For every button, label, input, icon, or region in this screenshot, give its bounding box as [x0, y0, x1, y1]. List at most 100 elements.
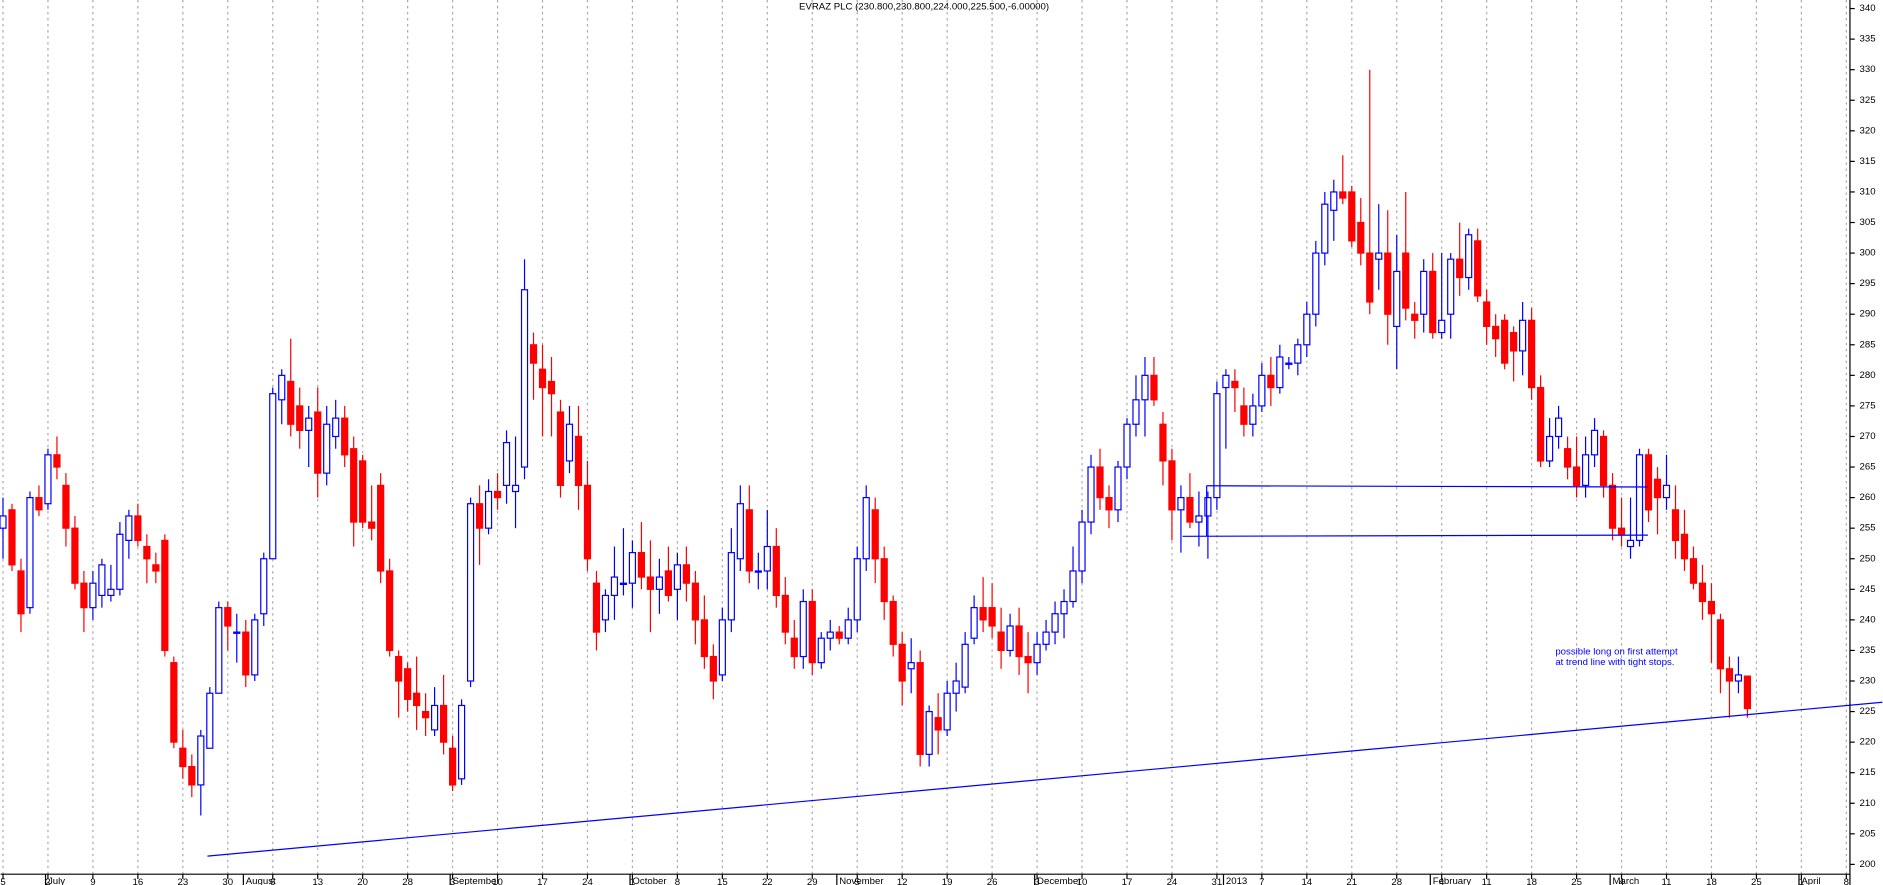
- candle-body: [1375, 252, 1383, 260]
- candle-body: [107, 588, 115, 597]
- candle-body: [1725, 668, 1734, 682]
- candle-body: [880, 558, 888, 603]
- candle-body: [538, 368, 547, 389]
- candle-body: [1528, 319, 1536, 389]
- y-tick-label: 285: [1860, 339, 1876, 350]
- y-tick-label: 340: [1860, 3, 1876, 14]
- candle-body: [439, 704, 448, 743]
- month-label: 2013: [1226, 876, 1247, 885]
- x-tick-label: 24: [1167, 877, 1178, 885]
- candle-body: [493, 490, 502, 499]
- x-tick-label: 15: [717, 877, 728, 885]
- candle-body: [583, 484, 592, 560]
- resistance-line: [1206, 485, 1648, 488]
- candle-body: [1069, 570, 1077, 603]
- candle-body: [664, 570, 673, 597]
- x-tick-label: 4: [1619, 877, 1625, 885]
- y-tick-label: 215: [1860, 767, 1876, 778]
- candle-body: [727, 552, 735, 621]
- x-tick-label: 12: [897, 877, 908, 885]
- candle-body: [1554, 417, 1563, 438]
- y-tick-label: 325: [1860, 95, 1876, 106]
- candle-body: [1402, 252, 1410, 309]
- candle-body: [116, 533, 124, 590]
- candle-body: [475, 503, 484, 529]
- x-tick-label: 6: [270, 877, 275, 885]
- candle-body: [907, 662, 915, 670]
- candle-body: [1599, 435, 1608, 486]
- x-tick-label: 11: [1482, 877, 1492, 885]
- candle-body: [98, 564, 106, 597]
- candle-body: [0, 515, 7, 529]
- candle-body: [233, 631, 241, 634]
- y-tick-label: 320: [1860, 125, 1876, 136]
- candle-body: [556, 411, 565, 486]
- candle-body: [1222, 374, 1230, 389]
- candle-body: [448, 747, 457, 786]
- candle-body: [1519, 319, 1527, 352]
- candle-body: [1680, 533, 1689, 560]
- candle-body: [655, 576, 664, 590]
- y-tick-label: 240: [1860, 614, 1876, 625]
- candle-body: [790, 637, 798, 658]
- candle-body: [925, 710, 933, 755]
- x-tick-label: 23: [177, 877, 188, 885]
- candle-body: [844, 619, 852, 639]
- x-tick-label: 18: [1706, 877, 1717, 885]
- candle-body: [511, 484, 520, 493]
- candle-body: [341, 417, 349, 456]
- candle-body: [161, 539, 169, 652]
- candle-body: [952, 680, 960, 694]
- candle-body: [260, 558, 268, 615]
- y-tick-label: 205: [1860, 828, 1876, 839]
- candle-body: [799, 600, 807, 658]
- candle-body: [1429, 270, 1437, 334]
- candle-body: [1096, 466, 1104, 499]
- candle-body: [215, 607, 223, 694]
- x-tick-label: 21: [1346, 877, 1357, 885]
- candle-body: [134, 515, 142, 542]
- candle-body: [808, 600, 816, 664]
- y-tick-label: 290: [1860, 309, 1876, 320]
- candle-body: [1087, 466, 1095, 523]
- candle-body: [736, 503, 744, 560]
- candle-body: [1662, 484, 1671, 499]
- candle-body: [1707, 600, 1716, 615]
- x-tick-label: 14: [1301, 877, 1312, 885]
- candle-body: [152, 564, 160, 572]
- x-tick-label: 17: [1122, 877, 1133, 885]
- annotation: at trend line with tight stops.: [1555, 657, 1674, 668]
- candle-body: [871, 509, 879, 560]
- candle-body: [332, 417, 340, 438]
- candle-body: [1321, 203, 1329, 254]
- candle-body: [71, 527, 79, 584]
- y-tick-label: 265: [1860, 462, 1876, 473]
- y-tick-label: 220: [1860, 737, 1876, 748]
- candle-body: [8, 509, 16, 566]
- candle-body: [709, 655, 717, 682]
- candle-body: [1626, 539, 1635, 548]
- candle-body: [457, 704, 466, 780]
- y-tick-label: 260: [1860, 492, 1876, 503]
- candle-body: [1060, 600, 1068, 615]
- candle-body: [1447, 258, 1455, 315]
- candle-body: [1303, 313, 1311, 346]
- candle-body: [1267, 374, 1275, 389]
- candle-body: [1078, 521, 1086, 572]
- candle-body: [395, 655, 403, 682]
- candle-body: [296, 405, 304, 431]
- y-tick-label: 250: [1860, 553, 1876, 564]
- candle-body: [1312, 252, 1320, 315]
- candle-body: [826, 631, 834, 639]
- candle-body: [404, 668, 412, 700]
- candle-body: [430, 704, 439, 731]
- candle-body: [1051, 613, 1059, 633]
- candle-body: [1501, 319, 1509, 364]
- month-label: November: [839, 876, 884, 885]
- candle-body: [934, 717, 942, 731]
- candle-body: [1123, 423, 1131, 468]
- candle-body: [1285, 362, 1293, 365]
- candle-body: [943, 692, 951, 731]
- candle-body: [1177, 497, 1185, 511]
- candle-body: [35, 497, 43, 511]
